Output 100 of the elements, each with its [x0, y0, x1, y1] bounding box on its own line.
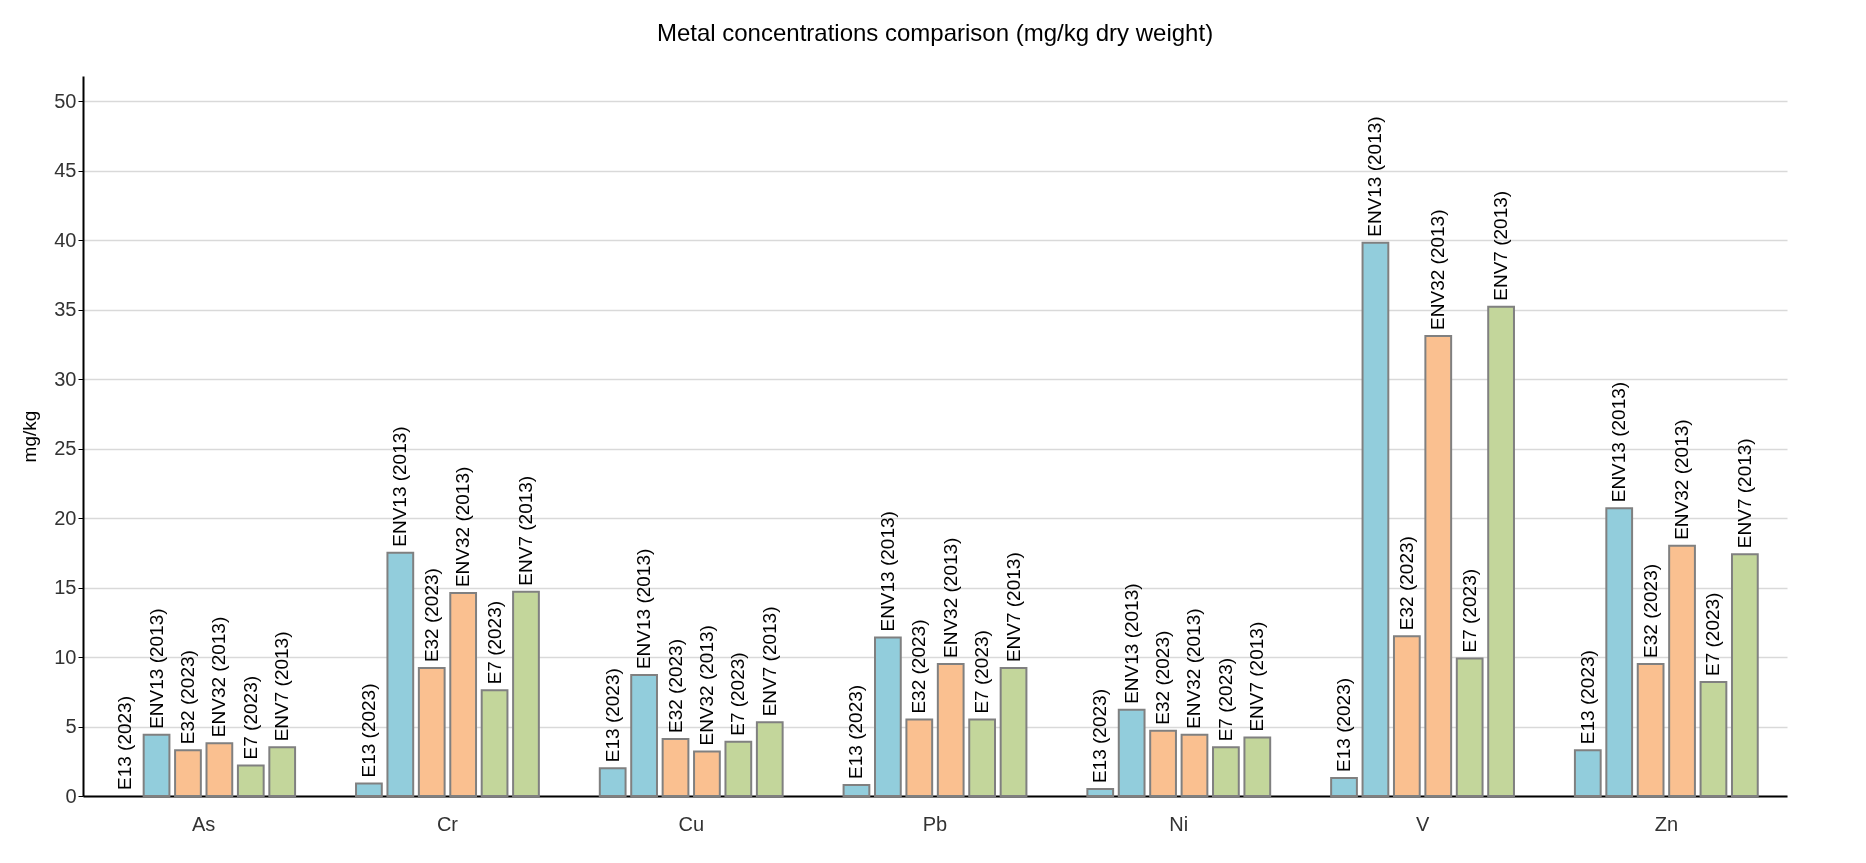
- bar: [1117, 708, 1146, 797]
- y-axis-title: mg/kg: [19, 410, 41, 463]
- text: ENV32 (2013): [452, 466, 474, 588]
- bar: [1699, 681, 1728, 797]
- y-tick-label: 20: [54, 506, 77, 529]
- bar: [268, 746, 297, 797]
- text: E13 (2023): [1333, 677, 1355, 772]
- bar: [598, 767, 627, 797]
- text: ENV32 (2013): [695, 625, 717, 746]
- text: E32 (2023): [664, 639, 686, 734]
- text: ENV13 (2013): [1120, 583, 1142, 704]
- text: ENV7 (2013): [1246, 621, 1268, 732]
- text: ENV7 (2013): [758, 606, 780, 717]
- y-tick-label: 5: [65, 715, 77, 737]
- bar: [1636, 662, 1665, 797]
- bar: [480, 689, 509, 797]
- text: E32 (2023): [1395, 536, 1417, 631]
- text: ENV32 (2013): [939, 537, 961, 658]
- text: E13 (2023): [601, 668, 623, 763]
- bar: [1212, 746, 1240, 797]
- bar: [1086, 788, 1115, 797]
- y-tick-label: 25: [54, 437, 77, 460]
- text: ENV13 (2013): [876, 511, 898, 632]
- bar: [1361, 241, 1390, 797]
- chart-title: Metal concentrations comparison (mg/kg dry weight): [656, 19, 1214, 46]
- bar: [755, 721, 784, 797]
- x-tick-label: Cr: [436, 812, 459, 835]
- bar: [724, 740, 753, 797]
- bar: [874, 636, 902, 797]
- y-tick-label: 0: [65, 784, 77, 807]
- text: ENV13 (2013): [633, 548, 655, 670]
- text: ENV7 (2013): [1490, 190, 1512, 301]
- y-tick-label: 35: [54, 298, 77, 321]
- text: ENV7 (2013): [1733, 438, 1755, 549]
- bar: [1730, 553, 1759, 797]
- text: E7 (2023): [971, 630, 993, 714]
- y-tick-label: 45: [54, 159, 77, 182]
- bar: [174, 749, 202, 797]
- y-tick-label: 50: [54, 89, 77, 112]
- y-tick-label: 10: [54, 645, 77, 668]
- bar: [968, 718, 996, 797]
- bar: [1573, 749, 1602, 797]
- text: E13 (2023): [1089, 689, 1111, 784]
- x-tick-label: Cu: [678, 812, 705, 835]
- text: ENV32 (2013): [208, 616, 230, 738]
- bar: [1180, 733, 1209, 797]
- bar: [205, 742, 234, 797]
- bar: [1392, 635, 1421, 797]
- bar: [142, 733, 171, 797]
- bar: [842, 783, 871, 797]
- bar: [449, 592, 478, 797]
- bar: [512, 590, 540, 797]
- text: ENV32 (2013): [1671, 419, 1693, 540]
- bar: [1330, 776, 1358, 797]
- text: E7 (2023): [1214, 657, 1236, 742]
- bar: [1668, 544, 1696, 797]
- x-tick-label: V: [1415, 812, 1430, 835]
- text: ENV13 (2013): [1608, 381, 1630, 503]
- bar: [936, 662, 965, 797]
- x-tick-label: As: [192, 812, 216, 835]
- bar: [905, 718, 934, 797]
- text: E13 (2023): [1576, 650, 1598, 745]
- bar: [1605, 507, 1634, 797]
- bar: [1243, 736, 1272, 797]
- text: E13 (2023): [845, 684, 867, 779]
- x-tick-label: Zn: [1654, 812, 1678, 835]
- text: E7 (2023): [1702, 592, 1724, 677]
- bar: [236, 764, 265, 797]
- bar: [630, 674, 658, 797]
- text: ENV7 (2013): [271, 631, 293, 742]
- text: E32 (2023): [1639, 563, 1661, 658]
- y-tick-label: 15: [54, 576, 77, 599]
- bar: [1149, 729, 1177, 797]
- y-tick-label: 30: [54, 367, 77, 390]
- bar: [661, 738, 690, 797]
- text: E13 (2023): [114, 695, 136, 790]
- bar: [386, 551, 415, 797]
- bar: [355, 782, 383, 797]
- text: E7 (2023): [483, 600, 505, 685]
- text: E13 (2023): [357, 683, 379, 778]
- y-tick-label: 40: [54, 228, 77, 251]
- bar: [999, 667, 1028, 797]
- text: E32 (2023): [420, 568, 442, 663]
- text: E7 (2023): [727, 652, 749, 736]
- text: ENV7 (2013): [514, 475, 536, 586]
- text: E32 (2023): [908, 619, 930, 714]
- x-tick-label: Pb: [922, 812, 948, 835]
- bar: [1455, 657, 1484, 797]
- text: ENV32 (2013): [1183, 608, 1205, 729]
- bar: [693, 750, 721, 797]
- text: ENV13 (2013): [145, 608, 167, 729]
- text: E32 (2023): [1152, 630, 1174, 725]
- text: ENV32 (2013): [1427, 209, 1449, 330]
- text: E32 (2023): [176, 650, 198, 745]
- bar: [1487, 305, 1515, 797]
- bar: [1424, 334, 1453, 797]
- text: ENV7 (2013): [1002, 552, 1024, 663]
- text: ENV13 (2013): [389, 426, 411, 547]
- bar: [417, 667, 446, 797]
- text: ENV13 (2013): [1364, 116, 1386, 237]
